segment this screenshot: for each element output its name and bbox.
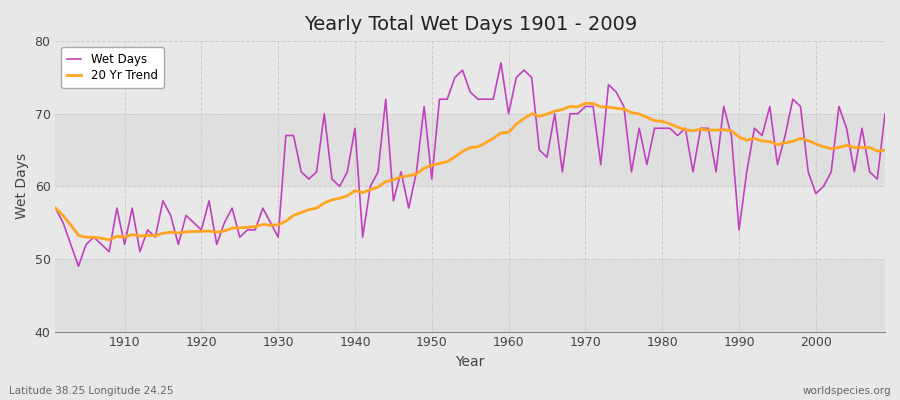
- 20 Yr Trend: [879, 148, 890, 152]
- X-axis label: Year: Year: [455, 355, 485, 369]
- Line: Wet Days: Wet Days: [56, 63, 885, 266]
- Bar: [56, 259, 885, 332]
- Text: Latitude 38.25 Longitude 24.25: Latitude 38.25 Longitude 24.25: [9, 386, 174, 396]
- Title: Yearly Total Wet Days 1901 - 2009: Yearly Total Wet Days 1901 - 2009: [303, 15, 637, 34]
- Y-axis label: Wet Days: Wet Days: [15, 153, 29, 220]
- Text: worldspecies.org: worldspecies.org: [803, 386, 891, 396]
- Wet Days: [518, 68, 529, 72]
- Wet Days: [611, 90, 622, 94]
- 20 Yr Trend: [334, 196, 345, 201]
- 20 Yr Trend: [511, 122, 522, 127]
- 20 Yr Trend: [119, 235, 130, 240]
- Wet Days: [288, 133, 299, 138]
- 20 Yr Trend: [503, 130, 514, 135]
- Wet Days: [334, 184, 345, 189]
- 20 Yr Trend: [611, 106, 622, 111]
- Wet Days: [50, 206, 61, 210]
- Wet Days: [879, 111, 890, 116]
- Wet Days: [73, 264, 84, 269]
- Wet Days: [511, 75, 522, 80]
- Legend: Wet Days, 20 Yr Trend: Wet Days, 20 Yr Trend: [61, 47, 164, 88]
- 20 Yr Trend: [104, 238, 114, 242]
- 20 Yr Trend: [50, 206, 61, 210]
- Line: 20 Yr Trend: 20 Yr Trend: [56, 103, 885, 240]
- Wet Days: [119, 242, 130, 247]
- Wet Days: [496, 60, 507, 65]
- Bar: [56, 114, 885, 186]
- 20 Yr Trend: [288, 213, 299, 218]
- 20 Yr Trend: [580, 101, 590, 106]
